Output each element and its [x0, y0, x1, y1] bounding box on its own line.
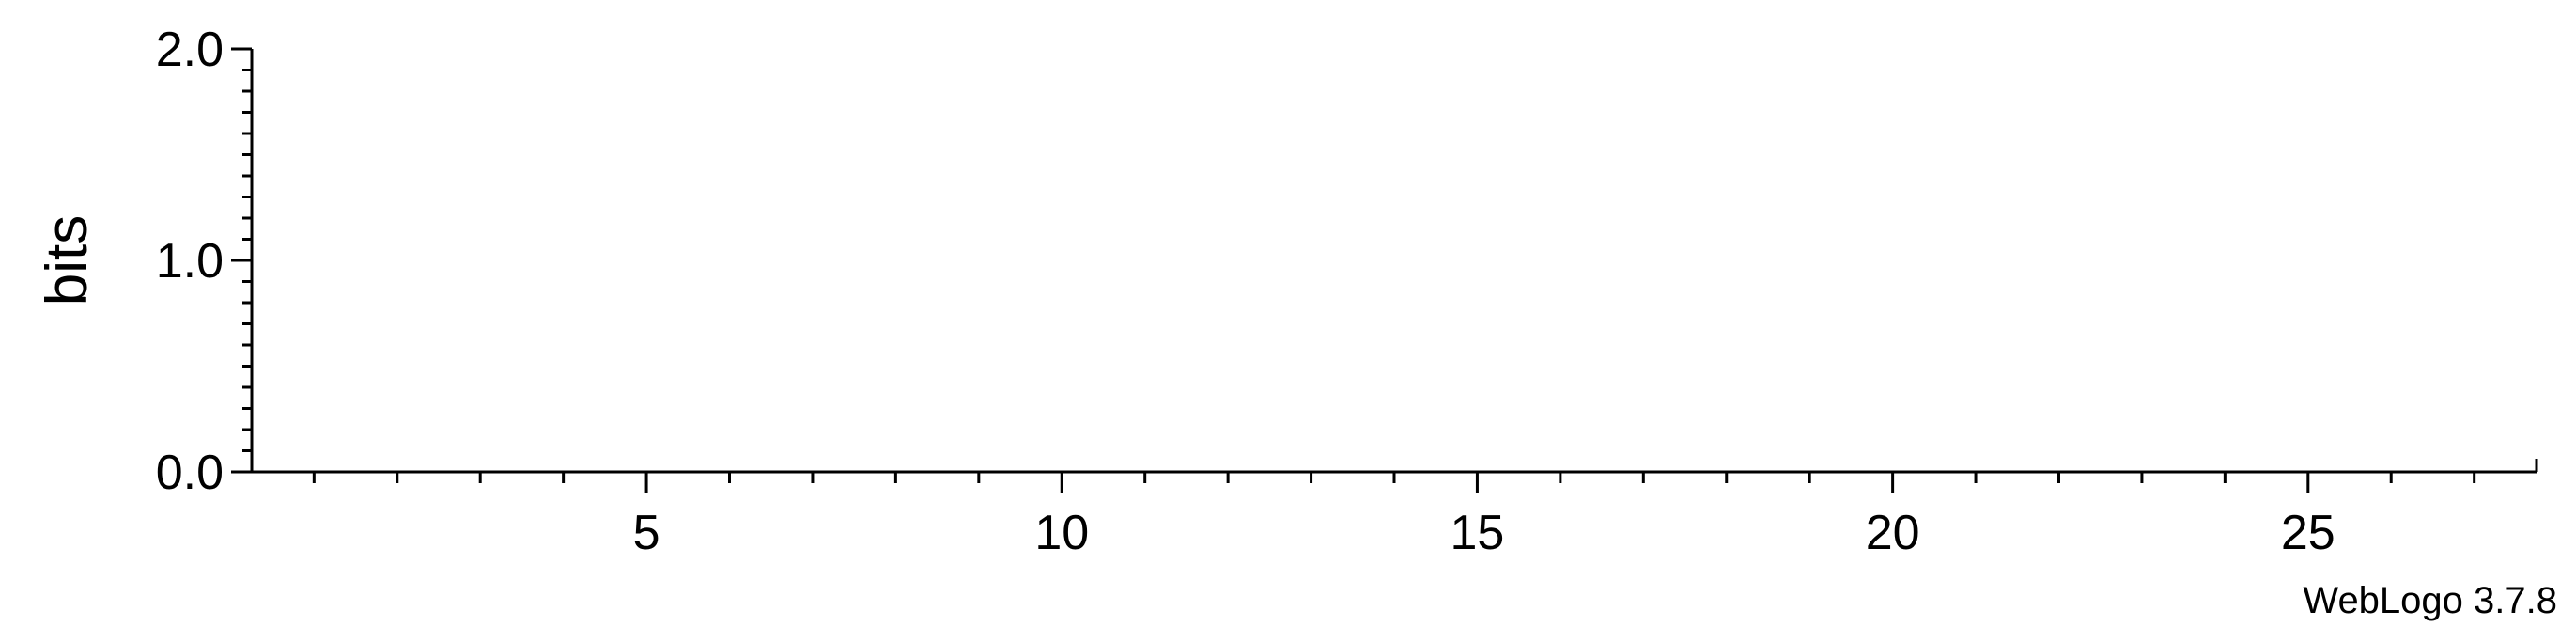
credit-label: WebLogo 3.7.8 [2303, 580, 2557, 621]
y-tick-label: 0.0 [156, 446, 224, 500]
x-tick-label: 25 [2281, 506, 2335, 560]
x-tick-label: 15 [1451, 506, 1505, 560]
axis-layer [231, 47, 2538, 493]
y-tick-label: 1.0 [156, 234, 224, 289]
x-tick-label: 10 [1034, 506, 1089, 560]
x-tick-label: 20 [1866, 506, 1920, 560]
y-axis-label: bits [35, 215, 100, 306]
y-tick-label: 2.0 [156, 23, 224, 77]
x-tick-label: 5 [633, 506, 660, 560]
